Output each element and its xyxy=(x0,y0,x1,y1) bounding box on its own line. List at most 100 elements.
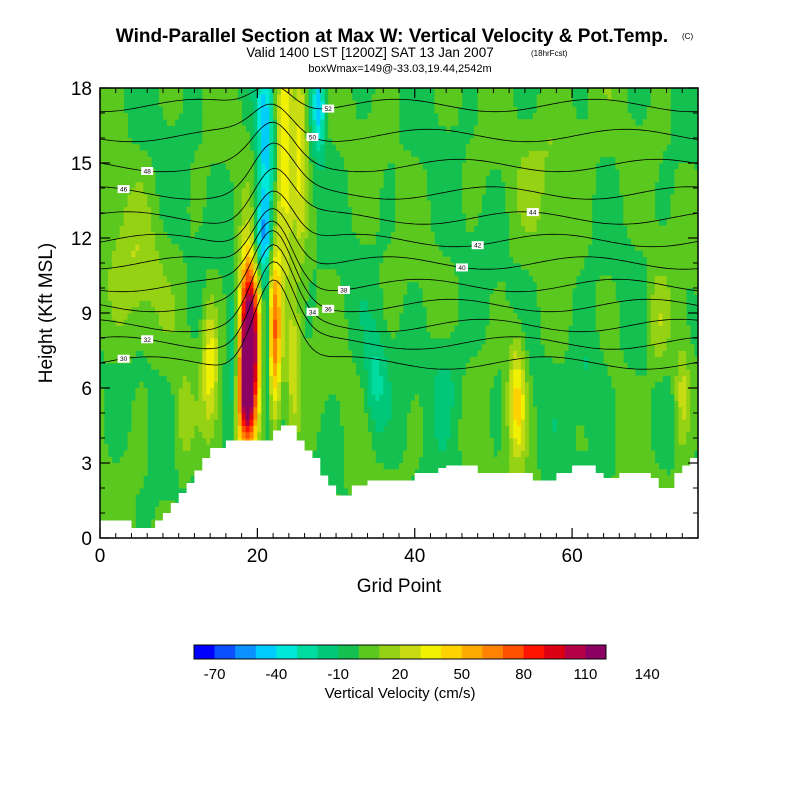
velocity-cell xyxy=(387,150,392,158)
velocity-cell xyxy=(273,94,278,101)
velocity-cell xyxy=(210,338,215,345)
velocity-cell xyxy=(269,356,274,364)
velocity-cell xyxy=(528,469,534,476)
velocity-cell xyxy=(493,338,498,345)
velocity-cell xyxy=(524,200,530,208)
velocity-cell xyxy=(477,356,483,364)
velocity-cell xyxy=(147,313,152,320)
velocity-cell xyxy=(469,138,475,145)
velocity-cell xyxy=(292,238,298,245)
velocity-cell xyxy=(139,450,144,458)
velocity-cell xyxy=(190,206,195,214)
velocity-cell xyxy=(513,188,518,195)
velocity-cell xyxy=(489,313,494,320)
velocity-cell xyxy=(513,231,518,239)
velocity-cell xyxy=(355,413,361,420)
velocity-cell xyxy=(107,138,113,145)
velocity-cell xyxy=(174,269,180,276)
velocity-cell xyxy=(202,313,207,320)
velocity-cell xyxy=(528,419,534,426)
velocity-cell xyxy=(347,481,353,489)
velocity-cell xyxy=(202,194,207,201)
velocity-cell xyxy=(237,306,243,314)
velocity-cell xyxy=(505,419,510,426)
velocity-cell xyxy=(406,219,412,226)
velocity-cell xyxy=(520,181,526,189)
velocity-cell xyxy=(280,138,286,145)
velocity-cell xyxy=(103,231,109,239)
velocity-cell xyxy=(249,231,254,239)
velocity-cell xyxy=(277,344,282,351)
velocity-cell xyxy=(505,406,510,414)
velocity-cell xyxy=(339,300,345,308)
velocity-cell xyxy=(308,244,313,251)
velocity-cell xyxy=(332,363,337,370)
velocity-cell xyxy=(241,325,246,333)
velocity-cell xyxy=(131,513,136,520)
velocity-cell xyxy=(446,88,451,95)
velocity-cell xyxy=(387,244,392,251)
velocity-cell xyxy=(371,331,376,339)
velocity-cell xyxy=(123,319,128,326)
velocity-cell xyxy=(328,300,333,308)
velocity-cell xyxy=(139,200,144,208)
velocity-cell xyxy=(280,325,286,333)
velocity-cell xyxy=(493,369,498,376)
velocity-cell xyxy=(100,488,105,495)
velocity-cell xyxy=(249,194,254,201)
velocity-cell xyxy=(115,488,121,495)
velocity-cell xyxy=(139,275,144,283)
velocity-cell xyxy=(210,319,215,326)
velocity-cell xyxy=(328,375,333,383)
velocity-cell xyxy=(269,131,274,139)
velocity-cell xyxy=(493,313,498,320)
velocity-cell xyxy=(505,131,510,139)
velocity-cell xyxy=(477,438,483,445)
velocity-cell xyxy=(292,106,298,114)
velocity-cell xyxy=(505,463,510,470)
velocity-cell xyxy=(131,319,136,326)
velocity-cell xyxy=(367,125,372,133)
velocity-cell xyxy=(371,450,376,458)
velocity-cell xyxy=(103,244,109,251)
velocity-cell xyxy=(485,325,490,333)
velocity-cell xyxy=(280,350,286,358)
velocity-cell xyxy=(194,194,199,201)
velocity-cell xyxy=(174,288,180,295)
velocity-cell xyxy=(438,100,443,108)
velocity-cell xyxy=(339,125,345,133)
velocity-cell xyxy=(284,269,290,276)
velocity-cell xyxy=(159,500,164,508)
velocity-cell xyxy=(387,138,392,145)
velocity-cell xyxy=(162,344,168,351)
velocity-cell xyxy=(296,306,302,314)
velocity-cell xyxy=(343,106,349,114)
velocity-cell xyxy=(363,350,368,358)
velocity-cell xyxy=(442,269,447,276)
velocity-cell xyxy=(430,281,435,289)
velocity-cell xyxy=(375,125,380,133)
velocity-cell xyxy=(202,119,207,126)
velocity-cell xyxy=(115,350,121,358)
velocity-cell xyxy=(359,169,364,176)
velocity-cell xyxy=(501,281,506,289)
velocity-cell xyxy=(367,350,372,358)
velocity-cell xyxy=(127,481,132,489)
velocity-cell xyxy=(477,206,483,214)
velocity-cell xyxy=(178,106,184,114)
velocity-cell xyxy=(300,225,305,233)
velocity-cell xyxy=(119,181,124,189)
velocity-cell xyxy=(245,331,250,339)
velocity-cell xyxy=(107,188,113,195)
velocity-cell xyxy=(528,231,534,239)
velocity-cell xyxy=(261,363,266,370)
velocity-cell xyxy=(151,306,156,314)
velocity-cell xyxy=(178,344,184,351)
velocity-cell xyxy=(162,269,168,276)
velocity-cell xyxy=(225,106,231,114)
velocity-cell xyxy=(446,106,451,114)
velocity-cell xyxy=(316,381,321,389)
velocity-cell xyxy=(100,425,105,433)
velocity-cell xyxy=(139,319,144,326)
velocity-cell xyxy=(509,119,514,126)
